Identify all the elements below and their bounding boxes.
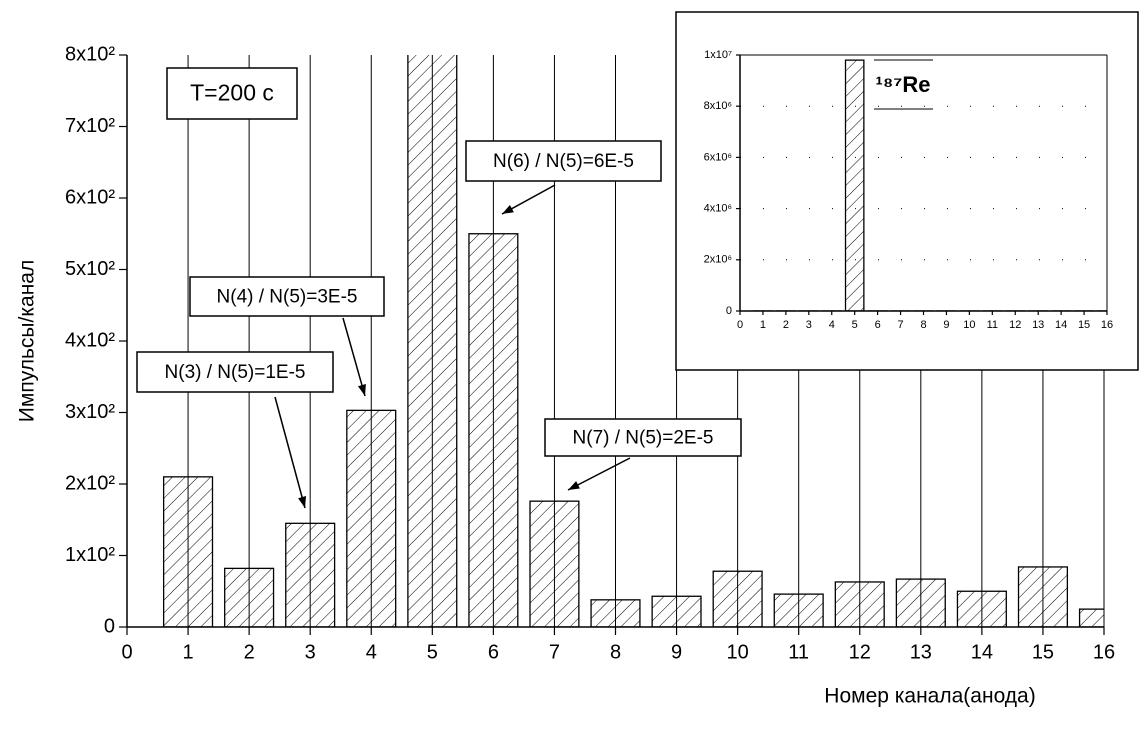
x-tick-label: 4 <box>829 319 835 331</box>
y-tick-label: 8x10⁶ <box>704 100 732 112</box>
x-tick-label: 0 <box>737 319 743 331</box>
bar <box>346 409 397 627</box>
y-tick-label: 3x10² <box>65 401 115 423</box>
x-tick-label: 15 <box>1032 641 1054 663</box>
annotation: N(7) / N(5)=2E-5 <box>573 428 714 449</box>
x-axis-label: Номер канала(анода) <box>824 685 1035 708</box>
x-tick-label: 12 <box>849 641 871 663</box>
bar <box>844 59 865 311</box>
x-tick-label: 0 <box>121 641 132 663</box>
annotation: N(4) / N(5)=3E-5 <box>217 287 358 308</box>
annotation-arrow <box>567 457 631 491</box>
x-tick-label: 2 <box>783 319 789 331</box>
annotation-box <box>136 351 334 393</box>
bars <box>162 55 1104 627</box>
x-tick-label: 2 <box>244 641 255 663</box>
x-tick-label: 11 <box>788 641 809 663</box>
x-tick-label: 13 <box>1032 319 1044 331</box>
y-tick-label: 4x10⁶ <box>704 203 732 215</box>
x-tick-label: 5 <box>852 319 858 331</box>
bar <box>895 578 946 627</box>
x-tick-label: 11 <box>987 319 998 331</box>
y-tick-label: 1x10⁷ <box>704 49 732 61</box>
y-tick-label: 0 <box>726 305 732 317</box>
arrow-head <box>502 204 514 214</box>
x-tick-label: 6 <box>875 319 881 331</box>
annotation-arrow <box>274 396 306 509</box>
annotation: N(3) / N(5)=1E-5 <box>165 362 306 383</box>
bar <box>1017 566 1069 627</box>
bar <box>590 599 641 627</box>
x-tick-label: 10 <box>727 641 749 663</box>
y-tick-label: 1x10² <box>65 544 115 566</box>
y-tick-label: 2x10⁶ <box>704 254 732 266</box>
bar <box>712 570 763 627</box>
x-tick-label: 16 <box>1101 319 1113 331</box>
y-tick-label: 6x10⁶ <box>704 151 732 163</box>
annotation-box <box>465 140 662 182</box>
y-tick-label: 8x10² <box>65 43 115 65</box>
annotation: T=200 c <box>190 80 274 106</box>
x-tick-label: 14 <box>1055 319 1067 331</box>
x-tick-label: 1 <box>183 641 194 663</box>
x-tick-label: 9 <box>671 641 682 663</box>
x-tick-label: 1 <box>760 319 766 331</box>
bar <box>956 590 1007 627</box>
x-tick-label: 16 <box>1093 641 1115 663</box>
y-tick-label: 5x10² <box>65 258 115 280</box>
x-tick-label: 7 <box>549 641 560 663</box>
x-tick-label: 8 <box>920 319 926 331</box>
annotation-arrow <box>342 317 366 397</box>
x-tick-label: 7 <box>898 319 904 331</box>
y-tick-label: 2x10² <box>65 472 115 494</box>
bar <box>834 581 885 627</box>
bar <box>468 233 519 627</box>
x-tick-label: 14 <box>971 641 993 663</box>
bar <box>162 476 214 627</box>
y-tick-label: 7x10² <box>65 115 115 137</box>
inset-box <box>675 11 1139 371</box>
inset-title: ¹⁸⁷Re <box>876 72 931 97</box>
arrow-head <box>357 384 366 396</box>
y-tick-label: 4x10² <box>65 329 115 351</box>
bar <box>407 55 458 627</box>
y-axis-label: Импульсы/канал <box>16 260 39 422</box>
x-tick-label: 15 <box>1078 319 1090 331</box>
bar <box>1078 608 1104 627</box>
y-tick-label: 0 <box>104 615 115 637</box>
x-tick-label: 3 <box>806 319 812 331</box>
annotation-box <box>189 276 385 317</box>
bar <box>285 522 336 627</box>
y-tick-label: 6x10² <box>65 186 115 208</box>
bar <box>773 593 824 627</box>
bar <box>651 595 702 627</box>
x-tick-label: 12 <box>1009 319 1021 331</box>
annotation-box <box>166 67 298 120</box>
bar <box>529 500 580 627</box>
x-tick-label: 4 <box>366 641 377 663</box>
x-tick-label: 10 <box>963 319 975 331</box>
x-tick-label: 13 <box>910 641 932 663</box>
bar <box>224 567 275 627</box>
x-tick-label: 8 <box>610 641 621 663</box>
arrow-head <box>298 496 307 508</box>
x-tick-label: 3 <box>305 641 316 663</box>
x-tick-label: 6 <box>488 641 499 663</box>
annotation-box <box>544 418 742 457</box>
annotation: N(6) / N(5)=6E-5 <box>493 151 634 172</box>
x-tick-label: 9 <box>943 319 949 331</box>
arrow-head <box>568 481 580 490</box>
x-tick-label: 5 <box>427 641 438 663</box>
